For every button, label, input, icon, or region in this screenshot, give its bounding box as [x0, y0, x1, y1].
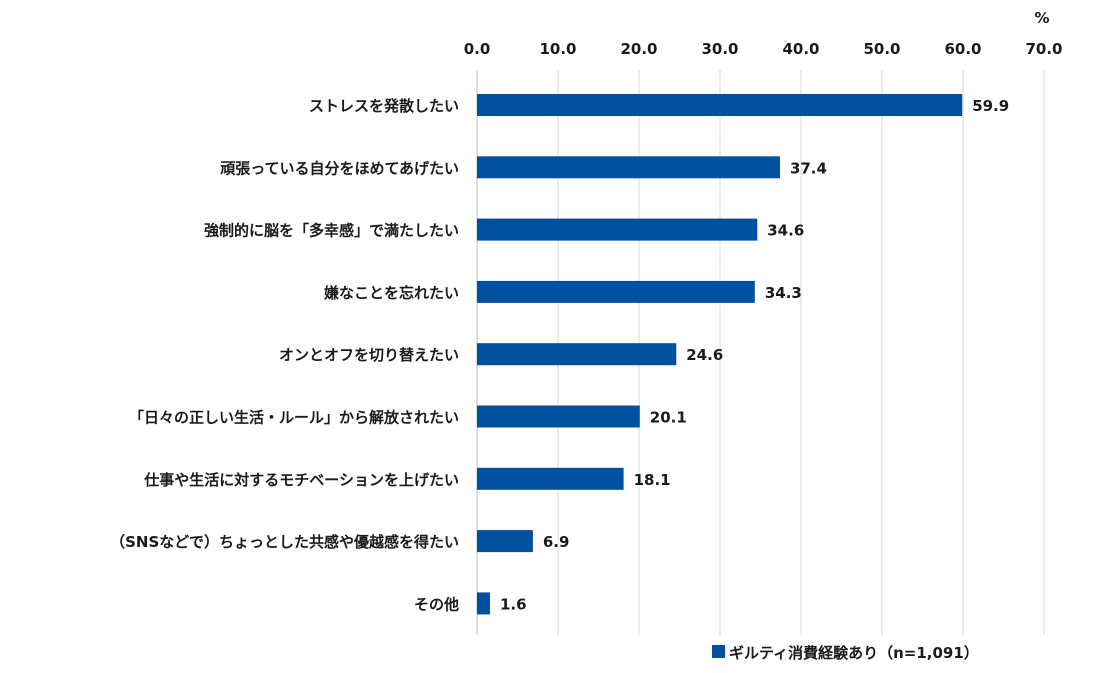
- legend-label: ギルティ消費経験あり（n=1,091）: [729, 644, 979, 662]
- bar: [477, 280, 755, 303]
- value-label: 20.1: [650, 409, 687, 427]
- category-label: その他: [414, 595, 459, 613]
- unit-label: %: [1034, 9, 1049, 27]
- tick-label: 20.0: [620, 40, 657, 58]
- value-label: 59.9: [972, 97, 1009, 115]
- bar: [477, 156, 780, 179]
- bar: [477, 467, 624, 490]
- bar: [477, 405, 640, 428]
- tick-label: 10.0: [539, 40, 576, 58]
- legend: ギルティ消費経験あり（n=1,091）: [712, 644, 979, 662]
- category-label: 嫌なことを忘れたい: [323, 284, 459, 302]
- tick-label: 30.0: [701, 40, 738, 58]
- category-label: 頑張っている自分をほめてあげたい: [219, 159, 459, 177]
- bar: [477, 343, 677, 366]
- value-label: 37.4: [790, 159, 827, 177]
- tick-label: 40.0: [782, 40, 819, 58]
- x-axis-ticks: 0.0 10.0 20.0 30.0 40.0 50.0 60.0 70.0: [464, 40, 1063, 58]
- category-label: ストレスを発散したい: [309, 97, 459, 115]
- tick-label: 50.0: [863, 40, 900, 58]
- tick-label: 60.0: [944, 40, 981, 58]
- category-label: 仕事や生活に対するモチベーションを上げたい: [143, 471, 459, 489]
- value-label: 1.6: [500, 595, 527, 613]
- bar: [477, 530, 533, 553]
- category-label: 「日々の正しい生活・ルール」から解放されたい: [129, 409, 459, 427]
- category-label: オンとオフを切り替えたい: [279, 346, 459, 364]
- category-label: 強制的に脳を「多幸感」で満たしたい: [204, 222, 459, 240]
- value-label: 24.6: [686, 346, 723, 364]
- bars: ストレスを発散したい 59.9 頑張っている自分をほめてあげたい 37.4 強制的に脳を…: [110, 94, 1009, 615]
- category-label: （SNSなどで）ちょっとした共感や優越感を得たい: [110, 533, 459, 551]
- value-label: 34.6: [767, 222, 804, 240]
- value-label: 34.3: [765, 284, 802, 302]
- bar: [477, 94, 963, 116]
- legend-swatch: [712, 645, 725, 658]
- value-label: 6.9: [543, 533, 570, 551]
- value-label: 18.1: [634, 471, 671, 489]
- bar: [477, 592, 490, 615]
- bar: [477, 218, 758, 241]
- tick-label: 0.0: [464, 40, 491, 58]
- tick-label: 70.0: [1025, 40, 1062, 58]
